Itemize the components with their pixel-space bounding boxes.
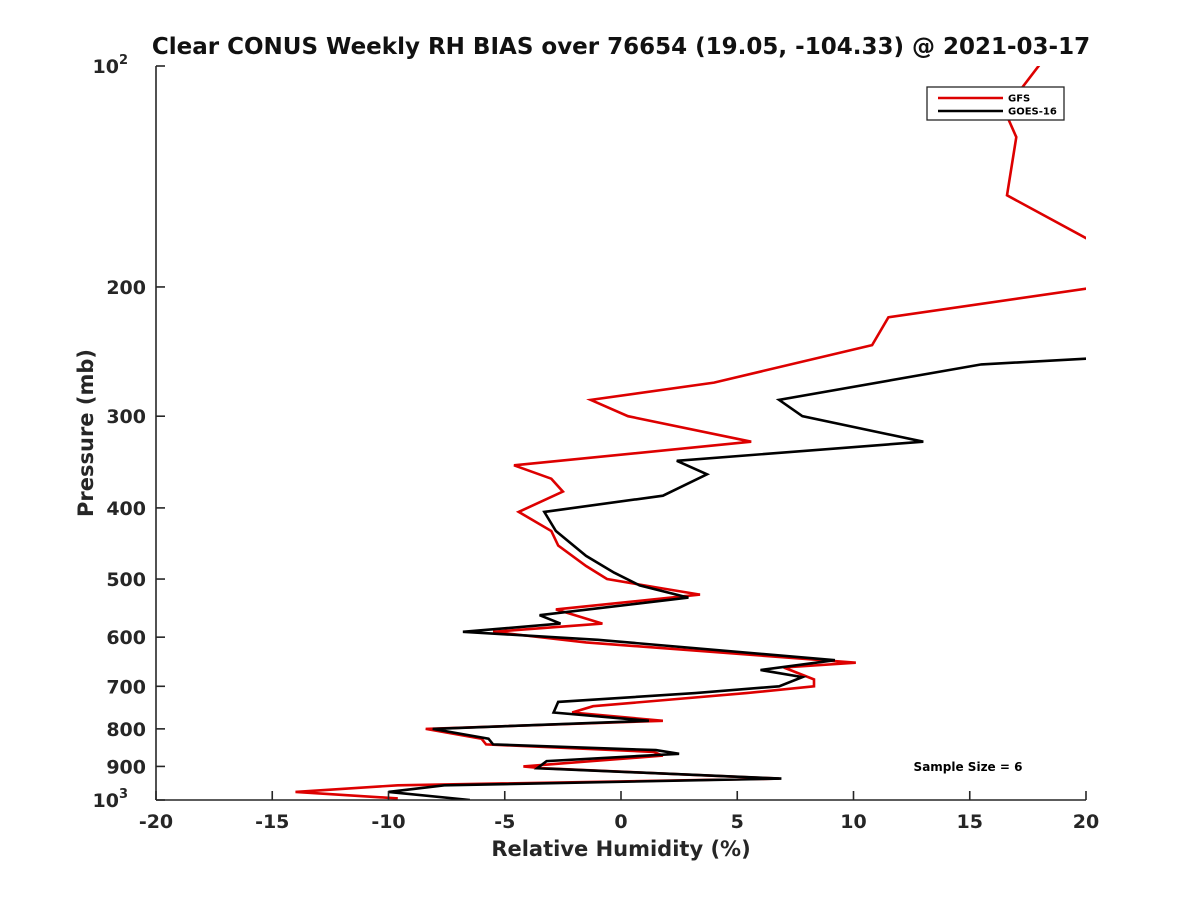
y-tick-label: 200: [106, 277, 146, 299]
x-tick-label: 5: [731, 811, 744, 833]
legend-box: [926, 86, 1065, 121]
y-axis-label: Pressure (mb): [74, 349, 98, 517]
legend: GFS GOES-16: [926, 86, 1065, 121]
chart-title: Clear CONUS Weekly RH BIAS over 76654 (1…: [152, 34, 1090, 60]
x-tick-label: 15: [957, 811, 983, 833]
y-tick-label: 700: [106, 676, 146, 698]
series-line-gfs: [295, 66, 1086, 800]
y-tick-label: 900: [106, 756, 146, 778]
legend-label: GOES-16: [1008, 107, 1057, 118]
y-tick-label: 400: [106, 498, 146, 520]
y-tick-label: 800: [106, 719, 146, 741]
y-tick-label: 500: [106, 569, 146, 591]
y-tick-label: 600: [106, 627, 146, 649]
y-tick-label: 103: [93, 787, 129, 812]
x-axis-label: Relative Humidity (%): [491, 837, 750, 861]
legend-label: GFS: [1008, 94, 1030, 105]
y-tick-label: 300: [106, 406, 146, 428]
sample-size-annotation: Sample Size = 6: [914, 760, 1023, 774]
axes-layer: -20 -15 -10 -5 0 5 10 15 20 102 200 300 400 500 600 700…: [93, 53, 1100, 833]
y-tick-label: 102: [93, 53, 129, 78]
x-tick-label: -5: [494, 811, 515, 833]
x-tick-label: 20: [1073, 811, 1099, 833]
x-tick-label: 10: [840, 811, 866, 833]
series-layer: [295, 66, 1086, 800]
x-tick-label: 0: [614, 811, 627, 833]
series-line-goes-16: [388, 357, 1086, 800]
x-tick-label: -20: [139, 811, 173, 833]
x-tick-label: -15: [255, 811, 289, 833]
x-tick-label: -10: [371, 811, 405, 833]
